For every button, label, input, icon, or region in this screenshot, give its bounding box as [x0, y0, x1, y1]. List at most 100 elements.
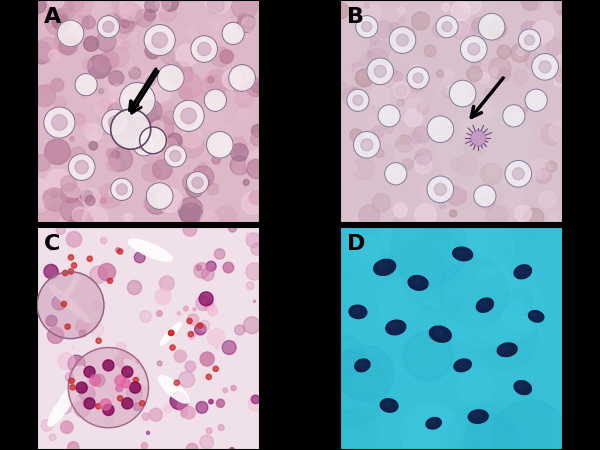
Circle shape: [455, 155, 477, 176]
Circle shape: [99, 97, 110, 109]
Circle shape: [142, 413, 149, 420]
Text: D: D: [347, 234, 365, 254]
Circle shape: [110, 0, 131, 21]
Circle shape: [208, 76, 214, 83]
Circle shape: [557, 54, 563, 60]
Ellipse shape: [349, 305, 367, 319]
Circle shape: [53, 97, 67, 110]
Circle shape: [207, 183, 218, 195]
Circle shape: [145, 79, 170, 105]
Circle shape: [222, 22, 244, 45]
Circle shape: [197, 103, 224, 129]
Circle shape: [246, 233, 260, 248]
Circle shape: [489, 58, 511, 80]
Circle shape: [102, 109, 128, 136]
Text: C: C: [44, 234, 60, 254]
Circle shape: [133, 403, 142, 410]
Ellipse shape: [160, 323, 181, 345]
Circle shape: [393, 81, 410, 98]
Circle shape: [144, 24, 175, 56]
Circle shape: [50, 5, 74, 29]
Circle shape: [406, 98, 424, 115]
Circle shape: [196, 401, 208, 413]
Circle shape: [178, 198, 203, 222]
Circle shape: [124, 20, 136, 32]
Circle shape: [179, 371, 194, 387]
Circle shape: [194, 263, 209, 278]
Circle shape: [355, 20, 363, 27]
Circle shape: [391, 209, 467, 285]
Circle shape: [57, 20, 84, 47]
Circle shape: [197, 323, 203, 328]
Circle shape: [397, 99, 404, 106]
Circle shape: [251, 125, 264, 137]
Circle shape: [206, 261, 216, 271]
Circle shape: [217, 399, 224, 407]
Circle shape: [62, 296, 69, 303]
Circle shape: [56, 398, 72, 414]
Circle shape: [34, 155, 50, 171]
Circle shape: [196, 265, 202, 270]
Circle shape: [103, 360, 114, 371]
Circle shape: [73, 113, 85, 126]
Circle shape: [109, 190, 115, 196]
Circle shape: [124, 213, 132, 221]
Circle shape: [193, 48, 205, 61]
Circle shape: [49, 434, 56, 441]
Circle shape: [384, 99, 403, 119]
Circle shape: [397, 27, 416, 45]
Circle shape: [208, 306, 218, 316]
Circle shape: [84, 398, 95, 409]
Circle shape: [238, 13, 248, 23]
Circle shape: [445, 85, 456, 95]
Circle shape: [194, 324, 206, 335]
Circle shape: [319, 281, 388, 350]
Circle shape: [484, 89, 494, 99]
Circle shape: [333, 409, 379, 450]
Circle shape: [367, 58, 394, 85]
Circle shape: [517, 49, 524, 55]
Circle shape: [202, 268, 214, 281]
Circle shape: [367, 115, 381, 129]
Circle shape: [235, 325, 245, 335]
Circle shape: [176, 44, 198, 66]
Circle shape: [107, 278, 113, 284]
Circle shape: [49, 50, 59, 60]
Circle shape: [149, 116, 174, 140]
Circle shape: [113, 90, 139, 116]
Circle shape: [546, 38, 563, 55]
Circle shape: [472, 58, 481, 68]
Circle shape: [431, 118, 439, 126]
Circle shape: [359, 53, 380, 74]
Circle shape: [310, 410, 372, 450]
Circle shape: [244, 159, 259, 175]
Circle shape: [192, 177, 203, 188]
Circle shape: [385, 162, 407, 185]
Circle shape: [187, 318, 192, 324]
Circle shape: [211, 135, 233, 157]
Ellipse shape: [514, 265, 532, 279]
Circle shape: [355, 67, 367, 79]
Circle shape: [512, 162, 533, 182]
Circle shape: [372, 126, 384, 138]
Circle shape: [433, 23, 447, 37]
Circle shape: [169, 330, 173, 336]
Circle shape: [465, 38, 481, 54]
Circle shape: [436, 96, 534, 194]
Ellipse shape: [479, 301, 487, 307]
Circle shape: [490, 247, 512, 269]
Circle shape: [416, 148, 432, 165]
Ellipse shape: [408, 275, 428, 290]
Circle shape: [119, 0, 145, 20]
Circle shape: [133, 134, 155, 156]
Circle shape: [214, 249, 225, 259]
Circle shape: [164, 405, 172, 413]
Circle shape: [68, 355, 85, 373]
Circle shape: [385, 241, 446, 302]
Circle shape: [140, 310, 151, 322]
Circle shape: [238, 14, 256, 32]
Circle shape: [30, 179, 47, 195]
Circle shape: [30, 41, 52, 64]
Circle shape: [478, 72, 489, 83]
Circle shape: [557, 10, 563, 15]
